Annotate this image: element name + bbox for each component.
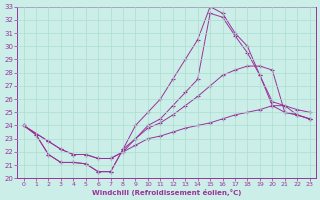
X-axis label: Windchill (Refroidissement éolien,°C): Windchill (Refroidissement éolien,°C)	[92, 189, 241, 196]
